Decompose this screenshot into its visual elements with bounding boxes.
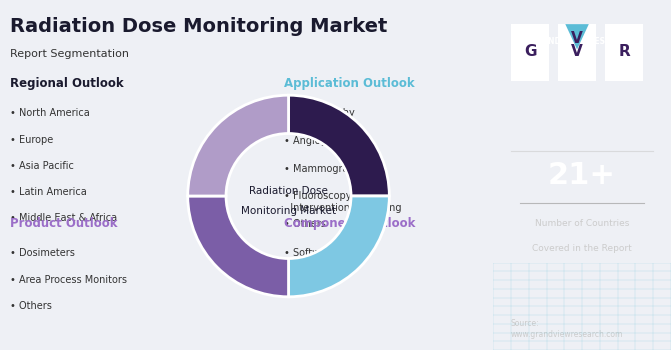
Text: Source:
www.grandviewresearch.com: Source: www.grandviewresearch.com (511, 319, 623, 339)
FancyBboxPatch shape (558, 24, 596, 81)
Text: Monitoring Market: Monitoring Market (241, 206, 336, 216)
Text: Number of Countries: Number of Countries (535, 219, 629, 229)
Text: V: V (571, 44, 583, 59)
Text: Product Outlook: Product Outlook (10, 217, 117, 230)
Text: 21+: 21+ (548, 161, 616, 189)
Text: • Latin America: • Latin America (10, 187, 87, 197)
Text: Radiation Dose Monitoring Market: Radiation Dose Monitoring Market (10, 18, 387, 36)
Text: • Radiography: • Radiography (284, 108, 354, 119)
Text: Regional Outlook: Regional Outlook (10, 77, 123, 90)
Text: • Dosimeters: • Dosimeters (10, 248, 74, 259)
Text: Report Segmentation: Report Segmentation (10, 49, 129, 59)
Text: Application Outlook: Application Outlook (284, 77, 414, 90)
Text: R: R (618, 44, 630, 59)
Polygon shape (565, 24, 589, 49)
Wedge shape (188, 95, 289, 196)
Text: GRAND VIEW RESEARCH: GRAND VIEW RESEARCH (530, 37, 634, 47)
Wedge shape (289, 196, 389, 297)
Text: • Area Process Monitors: • Area Process Monitors (10, 275, 127, 285)
FancyBboxPatch shape (511, 24, 549, 81)
Text: • Fluoroscopy &
  Interventional Imaging: • Fluoroscopy & Interventional Imaging (284, 191, 401, 213)
Text: • Others: • Others (284, 219, 325, 229)
Text: V: V (571, 31, 583, 46)
Text: • Middle East & Africa: • Middle East & Africa (10, 214, 117, 224)
Text: • Asia Pacific: • Asia Pacific (10, 161, 74, 171)
Text: • Europe: • Europe (10, 135, 53, 145)
Text: G: G (524, 44, 536, 59)
Text: • Software: • Software (284, 248, 336, 259)
Text: • Service: • Service (284, 275, 329, 285)
Wedge shape (289, 95, 389, 196)
Text: Covered in the Report: Covered in the Report (532, 244, 632, 253)
Text: • Mammography: • Mammography (284, 164, 366, 174)
Wedge shape (188, 196, 289, 297)
Text: • Angiography: • Angiography (284, 136, 354, 146)
FancyBboxPatch shape (605, 24, 643, 81)
Text: Radiation Dose: Radiation Dose (249, 186, 328, 196)
Text: Component Outlook: Component Outlook (284, 217, 415, 230)
Text: • North America: • North America (10, 108, 90, 119)
Text: • Others: • Others (10, 301, 52, 311)
